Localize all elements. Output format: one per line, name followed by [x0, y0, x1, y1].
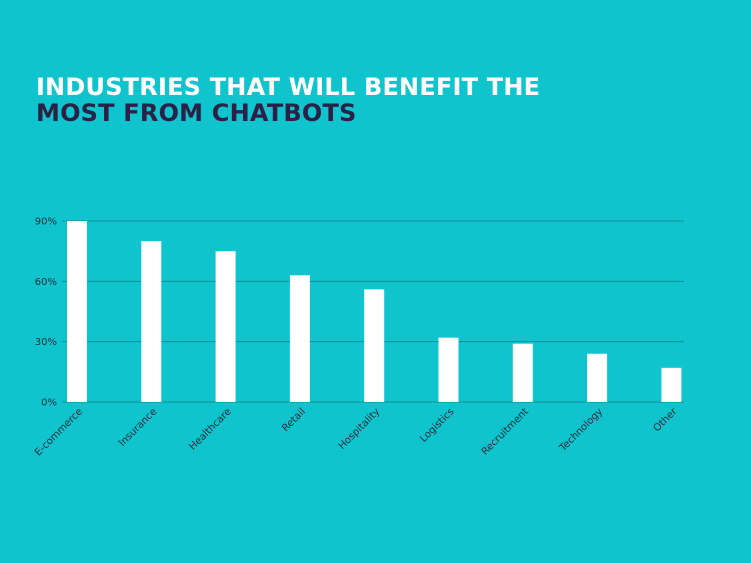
x-category-label: Hospitality [337, 406, 383, 452]
x-category-label: Other [652, 406, 680, 434]
x-category-label: Logistics [418, 406, 456, 444]
y-tick-label: 90% [35, 217, 57, 228]
x-category-label: Recruitment [480, 406, 531, 457]
x-category-label: Healthcare [187, 406, 233, 452]
x-category-label: Retail [280, 406, 308, 434]
bar-retail [289, 275, 310, 402]
bar-other [661, 367, 682, 402]
bar-technology [587, 353, 608, 402]
bar-healthcare [215, 251, 236, 402]
bar-e-commerce [67, 221, 87, 402]
chart-title-line-1: INDUSTRIES THAT WILL BENEFIT THE [36, 73, 541, 101]
chart-title-line-2: MOST FROM CHATBOTS [36, 99, 357, 127]
bars [67, 221, 682, 402]
x-category-label: Insurance [117, 406, 159, 448]
bar-hospitality [364, 289, 385, 402]
y-tick-label: 60% [35, 277, 57, 288]
y-axis-tick-labels: 0% 30% 60% 90% [35, 217, 57, 409]
x-category-label: Technology [557, 406, 605, 454]
chart-title: INDUSTRIES THAT WILL BENEFIT THE MOST FR… [36, 74, 540, 126]
bar-recruitment [512, 343, 533, 402]
bar-logistics [438, 337, 459, 402]
x-category-label: E-commerce [33, 406, 85, 458]
y-tick-label: 30% [35, 337, 57, 348]
bar-insurance [141, 241, 162, 402]
x-axis-category-labels: E-commerce Insurance Healthcare Retail Hospi… [33, 406, 680, 459]
y-tick-label: 0% [41, 398, 57, 409]
